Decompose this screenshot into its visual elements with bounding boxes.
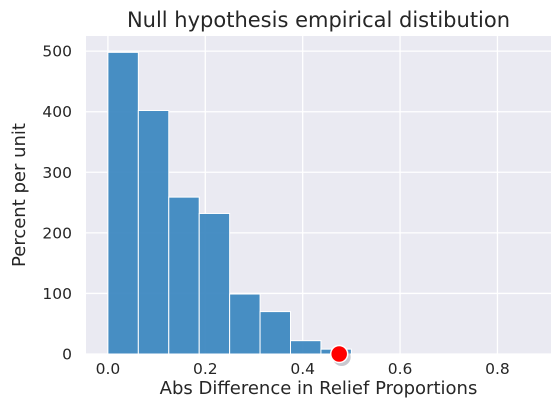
x-tick-label: 0.4 <box>290 360 315 378</box>
y-axis-label: Percent per unit <box>9 123 30 267</box>
y-tick-labels: 0 100 200 300 400 500 <box>42 43 72 364</box>
histogram-bar <box>259 311 292 355</box>
y-tick-label: 100 <box>42 285 72 303</box>
chart-title: Null hypothesis empirical distibution <box>127 8 510 32</box>
histogram-bar <box>198 212 231 355</box>
histogram-bar <box>107 51 139 355</box>
observed-statistic <box>329 344 351 366</box>
y-tick-label: 200 <box>42 224 72 242</box>
histogram-bars <box>107 51 352 355</box>
y-tick-label: 300 <box>42 164 72 182</box>
x-tick-label: 0.0 <box>96 360 121 378</box>
x-axis-label: Abs Difference in Relief Proportions <box>160 378 478 399</box>
y-tick-label: 500 <box>42 43 72 61</box>
x-tick-label: 0.2 <box>193 360 218 378</box>
x-tick-label: 0.6 <box>388 360 413 378</box>
x-tick-label: 0.8 <box>485 360 510 378</box>
histogram-bar <box>168 196 200 355</box>
histogram-bar <box>137 110 170 355</box>
histogram-bar <box>290 340 322 355</box>
x-tick-labels: 0.0 0.2 0.4 0.6 0.8 <box>96 360 510 378</box>
y-tick-label: 400 <box>42 103 72 121</box>
histogram-bar <box>229 293 261 355</box>
y-tick-label: 0 <box>62 346 72 364</box>
observed-point <box>329 344 349 364</box>
